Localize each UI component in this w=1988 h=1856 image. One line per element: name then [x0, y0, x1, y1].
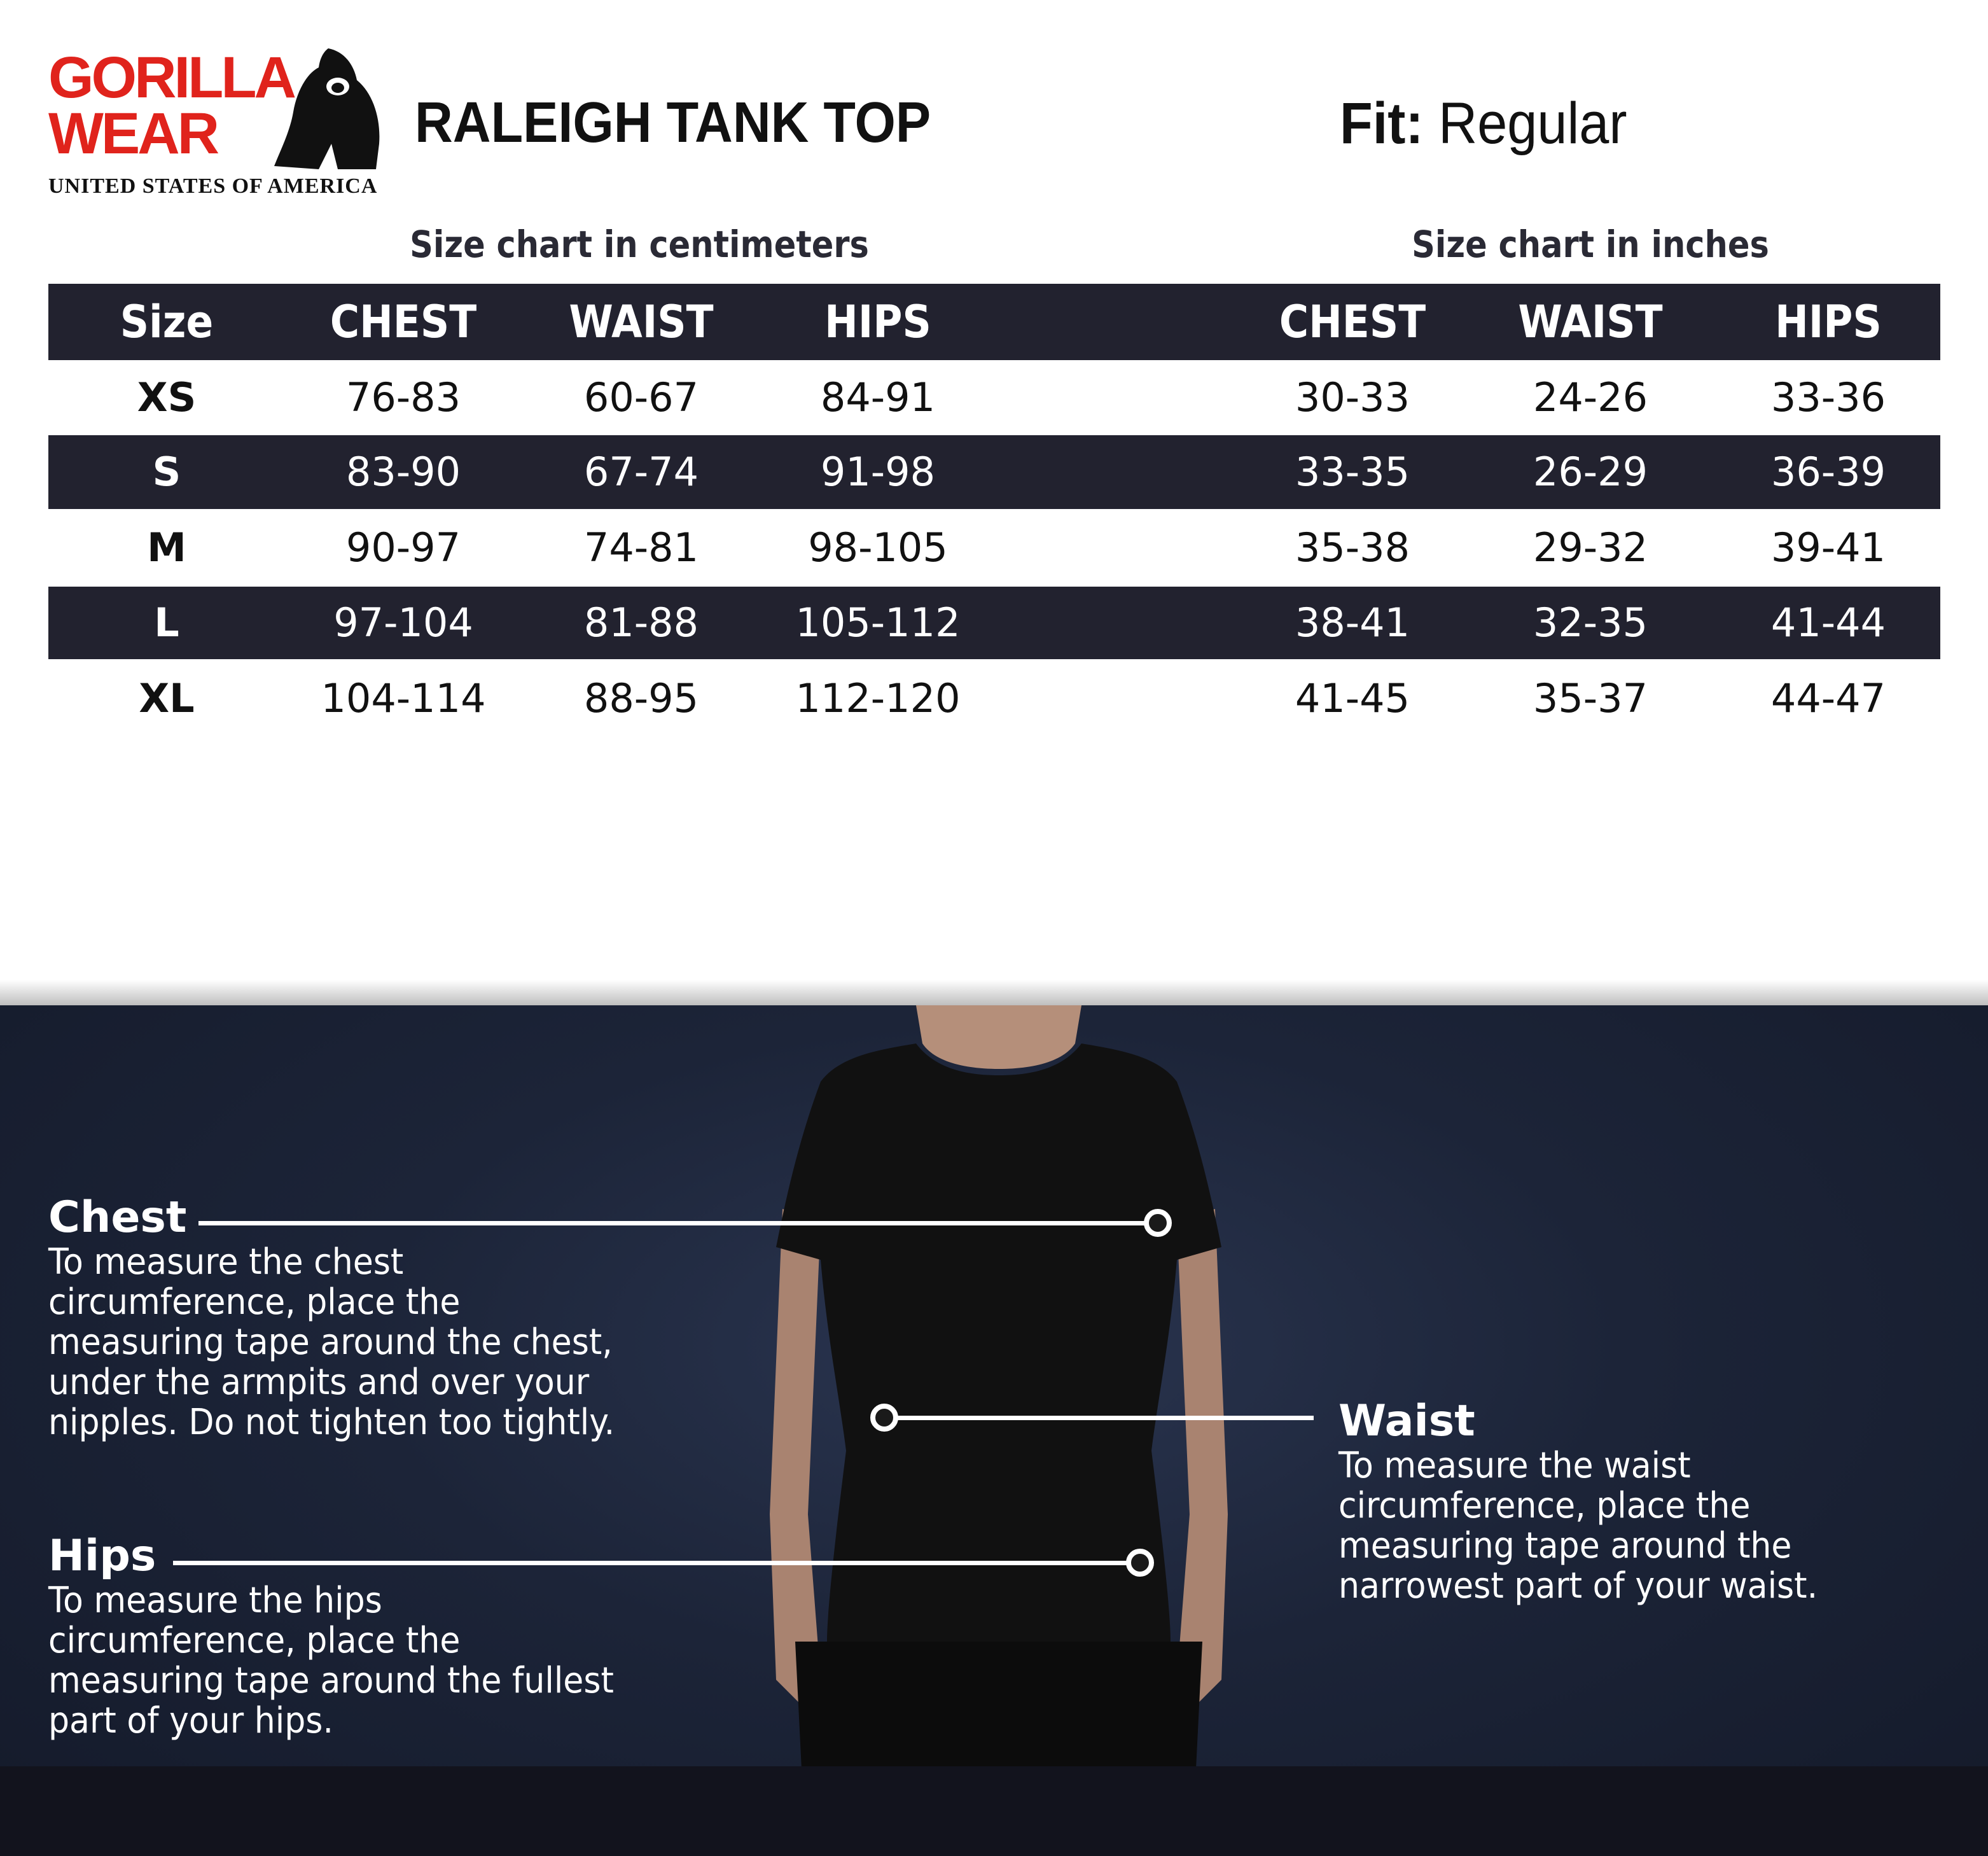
hips-desc-line: circumference, place the [48, 1620, 461, 1661]
chest-desc-line: circumference, place the [48, 1281, 461, 1323]
table-header-row: Size CHEST WAIST HIPS CHEST WAIST HIPS [48, 284, 1940, 360]
cm-hips-cell: 84-91 [820, 374, 936, 421]
size-chart-table: Size CHEST WAIST HIPS CHEST WAIST HIPS X… [48, 284, 1940, 738]
model-figure-illustration [770, 1005, 1228, 1769]
waist-desc-line: narrowest part of your waist. [1338, 1565, 1818, 1607]
chest-title: Chest [48, 1192, 187, 1243]
hips-marker-icon [1126, 1549, 1154, 1577]
header-cm-hips: HIPS [824, 296, 931, 348]
table-row: S 83-90 67-74 91-98 33-35 26-29 36-39 [48, 435, 1940, 509]
inch-table-caption: Size chart in inches [1412, 223, 1769, 266]
cm-hips-cell: 98-105 [808, 524, 948, 571]
section-divider-shadow [0, 980, 1988, 1007]
waist-marker-icon [870, 1404, 898, 1432]
hips-desc-line: part of your hips. [48, 1700, 333, 1741]
size-cell: XS [137, 374, 197, 421]
cm-chest-cell: 97-104 [333, 599, 473, 646]
fit-value: Regular [1438, 91, 1627, 156]
header-in-chest: CHEST [1279, 296, 1426, 348]
in-waist-cell: 32-35 [1533, 599, 1648, 646]
logo-text-gorilla: GORILLA [48, 45, 296, 110]
waist-measure-line [897, 1416, 1314, 1420]
in-waist-cell: 26-29 [1533, 449, 1648, 495]
in-waist-cell: 24-26 [1533, 374, 1648, 421]
gorilla-icon [274, 48, 380, 169]
header-in-hips: HIPS [1775, 296, 1882, 348]
in-chest-cell: 38-41 [1295, 599, 1410, 646]
hips-description: To measure the hips circumference, place… [48, 1580, 614, 1741]
cm-hips-cell: 91-98 [820, 449, 936, 495]
cm-chest-cell: 76-83 [345, 374, 461, 421]
in-waist-cell: 35-37 [1533, 675, 1648, 722]
waist-desc-line: measuring tape around the [1338, 1525, 1792, 1566]
cm-hips-cell: 105-112 [795, 599, 961, 646]
table-row: M 90-97 74-81 98-105 35-38 29-32 39-41 [48, 509, 1940, 587]
waist-title: Waist [1338, 1396, 1475, 1446]
fit-info: Fit: Regular [1340, 94, 1627, 153]
chest-desc-line: measuring tape around the chest, [48, 1322, 613, 1363]
fit-label: Fit: [1340, 91, 1424, 156]
hips-desc-line: measuring tape around the fullest [48, 1660, 614, 1701]
chest-desc-line: To measure the chest [48, 1241, 404, 1283]
size-cell: S [152, 449, 181, 495]
cm-waist-cell: 88-95 [583, 675, 699, 722]
hips-measure-line [173, 1561, 1134, 1565]
header-cm-waist: WAIST [569, 296, 714, 348]
chest-description: To measure the chest circumference, plac… [48, 1242, 615, 1442]
in-waist-cell: 29-32 [1533, 524, 1648, 571]
table-row: XL 104-114 88-95 112-120 41-45 35-37 44-47 [48, 659, 1940, 738]
in-hips-cell: 36-39 [1770, 449, 1886, 495]
header-cm-chest: CHEST [330, 296, 477, 348]
logo-tagline: UNITED STATES OF AMERICA [48, 174, 378, 198]
measurement-guide-section: Chest To measure the chest circumference… [0, 1005, 1988, 1856]
in-chest-cell: 33-35 [1295, 449, 1410, 495]
in-hips-cell: 41-44 [1770, 599, 1886, 646]
in-chest-cell: 30-33 [1295, 374, 1410, 421]
hips-title: Hips [48, 1531, 156, 1581]
waist-description: To measure the waist circumference, plac… [1338, 1446, 1818, 1606]
waist-desc-line: To measure the waist [1338, 1445, 1691, 1486]
bottom-band [0, 1766, 1988, 1856]
header-size: Size [120, 296, 214, 348]
chest-marker-icon [1144, 1209, 1172, 1237]
logo-text-wear: WEAR [48, 101, 219, 166]
in-hips-cell: 44-47 [1770, 675, 1886, 722]
cm-hips-cell: 112-120 [795, 675, 961, 722]
cm-chest-cell: 83-90 [345, 449, 461, 495]
chest-desc-line: under the armpits and over your [48, 1362, 590, 1403]
gorilla-wear-logo: GORILLA WEAR UNITED STATES OF AMERICA [48, 48, 386, 207]
in-hips-cell: 33-36 [1770, 374, 1886, 421]
cm-chest-cell: 90-97 [345, 524, 461, 571]
cm-waist-cell: 74-81 [583, 524, 699, 571]
size-cell: L [154, 599, 179, 646]
in-chest-cell: 35-38 [1295, 524, 1410, 571]
hips-desc-line: To measure the hips [48, 1580, 382, 1621]
cm-table-caption: Size chart in centimeters [410, 223, 869, 266]
chest-measure-line [198, 1221, 1153, 1225]
table-row: L 97-104 81-88 105-112 38-41 32-35 41-44 [48, 587, 1940, 659]
cm-waist-cell: 81-88 [583, 599, 699, 646]
waist-desc-line: circumference, place the [1338, 1485, 1751, 1526]
in-chest-cell: 41-45 [1295, 675, 1410, 722]
cm-chest-cell: 104-114 [321, 675, 486, 722]
cm-waist-cell: 60-67 [583, 374, 699, 421]
size-cell: M [147, 524, 186, 571]
size-cell: XL [139, 675, 195, 722]
header-in-waist: WAIST [1518, 296, 1663, 348]
in-hips-cell: 39-41 [1770, 524, 1886, 571]
cm-waist-cell: 67-74 [583, 449, 699, 495]
table-row: XS 76-83 60-67 84-91 30-33 24-26 33-36 [48, 360, 1940, 435]
product-title: RALEIGH TANK TOP [415, 91, 931, 155]
chest-desc-line: nipples. Do not tighten too tightly. [48, 1402, 615, 1443]
